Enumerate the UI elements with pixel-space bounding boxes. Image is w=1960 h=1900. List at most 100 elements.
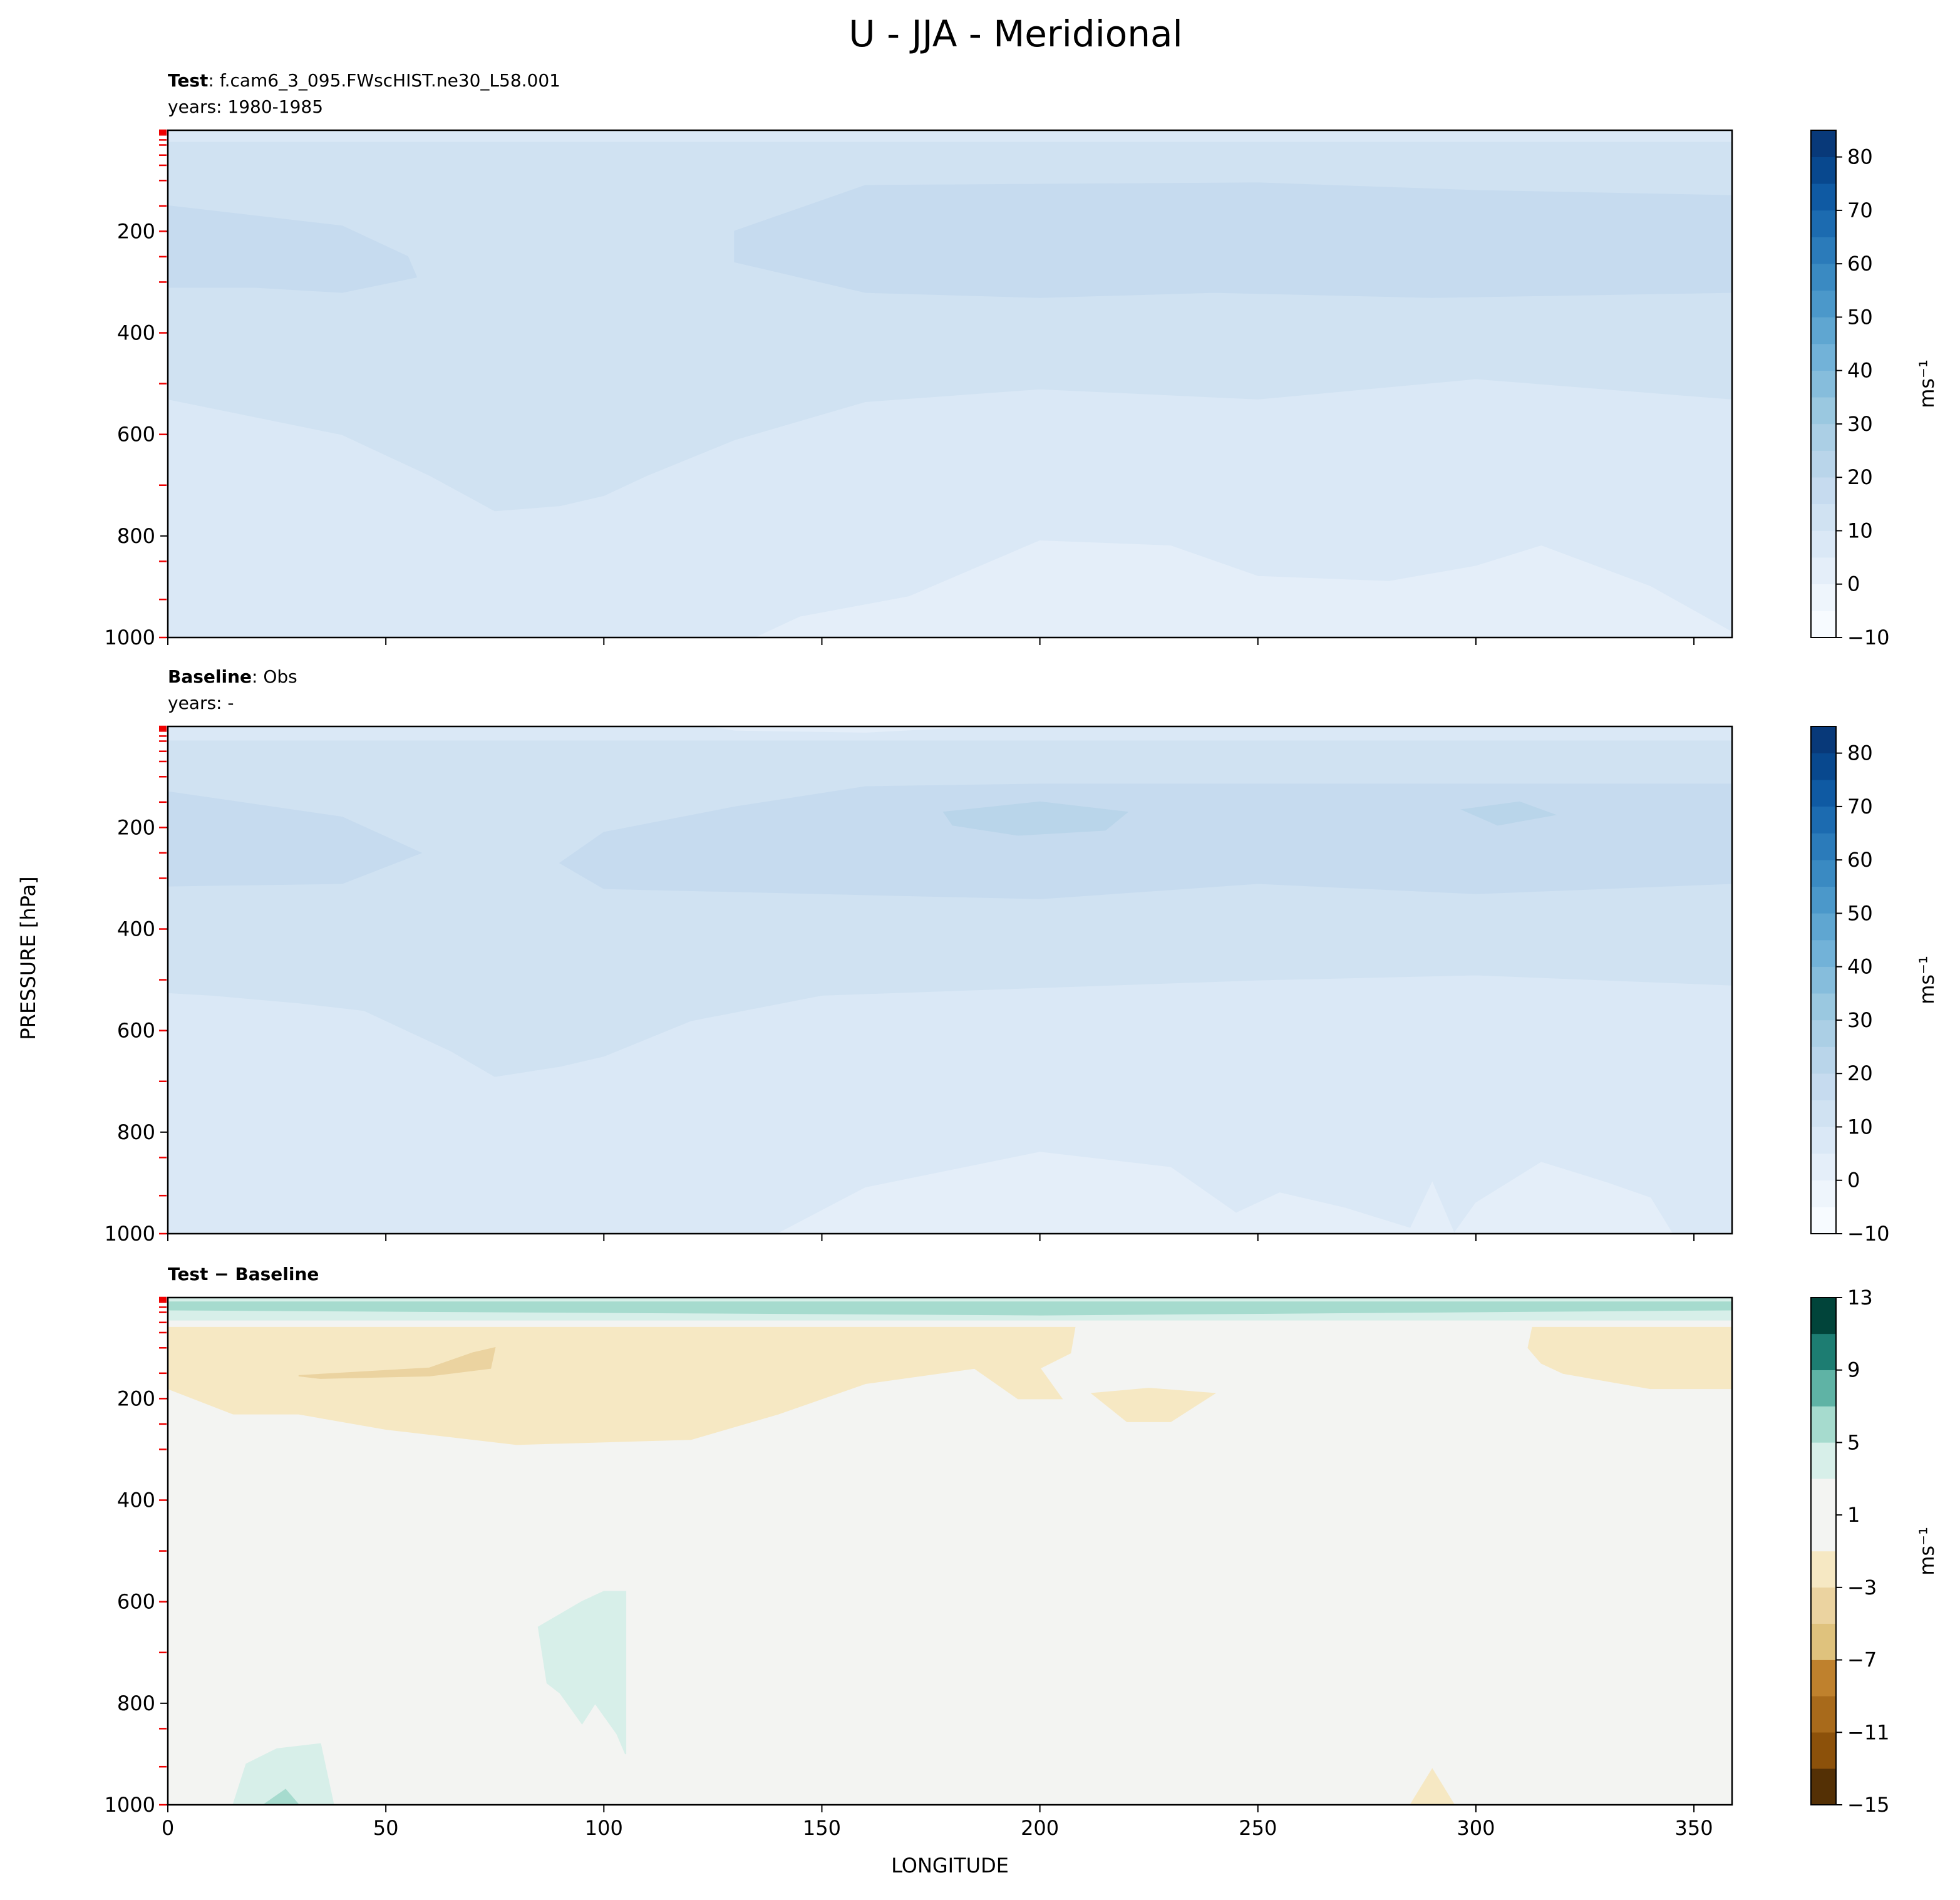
y-tick-label: 800: [117, 524, 155, 548]
colorbar-segment: [1810, 1020, 1837, 1047]
contour-region: [1410, 1768, 1455, 1805]
colorbar-tick-label: 50: [1847, 305, 1873, 329]
colorbar-segment: [1810, 1127, 1837, 1154]
colorbar-segment: [1810, 611, 1837, 638]
contour-region: [942, 801, 1129, 836]
colorbar-tick-label: 1: [1847, 1503, 1860, 1527]
y-tick-label: 800: [117, 1120, 155, 1144]
colorbar-label: ms⁻¹: [1915, 359, 1939, 408]
panel-subtitle: years: -: [168, 693, 234, 713]
y-tick-label: 200: [117, 1386, 155, 1410]
colorbar-tick-label: 0: [1847, 572, 1860, 596]
colorbar-segment: [1810, 370, 1837, 398]
y-tick-label: 400: [117, 917, 155, 941]
colorbar-segment: [1810, 423, 1837, 451]
colorbar-segment: [1810, 993, 1837, 1021]
colorbar-segment: [1810, 1479, 1837, 1515]
colorbar-segment: [1810, 1297, 1837, 1335]
colorbar-tick-label: 9: [1847, 1358, 1860, 1382]
y-tick-label: 600: [117, 1019, 155, 1043]
colorbar-tick-label: 80: [1847, 741, 1873, 765]
colorbar-segment: [1810, 584, 1837, 611]
colorbar-segment: [1810, 210, 1837, 237]
colorbar-tick-label: −7: [1847, 1648, 1877, 1672]
colorbar-tick-label: 20: [1847, 1061, 1873, 1085]
colorbar-segment: [1810, 1180, 1837, 1207]
colorbar-tick-label: −11: [1847, 1720, 1890, 1744]
colorbar-segment: [1810, 263, 1837, 291]
colorbar-tick-label: 13: [1847, 1286, 1873, 1309]
contour-region: [168, 205, 418, 293]
colorbar-label: ms⁻¹: [1915, 956, 1939, 1004]
colorbar-segment: [1810, 1046, 1837, 1074]
colorbar-segment: [1810, 859, 1837, 887]
colorbar-segment: [1810, 157, 1837, 184]
contour-region: [778, 1152, 1673, 1234]
colorbar-segment: [1810, 1207, 1837, 1234]
colorbar-tick-label: 60: [1847, 848, 1873, 872]
plot-frame: [167, 1296, 1733, 1806]
panel-title: Test: f.cam6_3_095.FWscHIST.ne30_L58.001: [168, 70, 560, 91]
contour-field: [168, 726, 1732, 1234]
x-tick-label: 150: [803, 1816, 841, 1840]
panel-title: Test − Baseline: [168, 1264, 319, 1284]
contour-region: [1090, 1388, 1217, 1422]
colorbar-tick-label: 10: [1847, 1115, 1873, 1138]
y-tick-label: 600: [117, 1590, 155, 1614]
colorbar-segment: [1810, 780, 1837, 807]
panel-subtitle: years: 1980-1985: [168, 96, 323, 117]
colorbar-segment: [1810, 1514, 1837, 1552]
colorbar-segment: [1810, 237, 1837, 264]
x-tick-label: 200: [1021, 1816, 1059, 1840]
y-axis-label: PRESSURE [hPa]: [16, 876, 40, 1040]
colorbar-tick-label: 40: [1847, 955, 1873, 979]
plot-frame: [167, 725, 1733, 1235]
colorbar-tick-label: −15: [1847, 1793, 1890, 1817]
colorbar-segment: [1810, 1660, 1837, 1696]
colorbar-segment: [1810, 397, 1837, 425]
colorbar-tick-label: 50: [1847, 901, 1873, 925]
colorbar-tick-label: 60: [1847, 252, 1873, 276]
x-tick-label: 300: [1457, 1816, 1495, 1840]
contour-region: [168, 1301, 1732, 1316]
colorbar-label: ms⁻¹: [1915, 1527, 1939, 1576]
colorbar-segment: [1810, 833, 1837, 860]
colorbar-tick-label: 5: [1847, 1430, 1860, 1454]
y-tick-label: 400: [117, 1489, 155, 1512]
y-tick-label: 600: [117, 423, 155, 447]
panel-title-rest: : Obs: [252, 666, 297, 687]
contour-region: [298, 1346, 496, 1379]
colorbar-segment: [1810, 503, 1837, 531]
colorbar-tick-label: 70: [1847, 795, 1873, 818]
contour-region: [168, 791, 423, 887]
colorbar-tick-label: 40: [1847, 359, 1873, 383]
colorbar-tick-label: 80: [1847, 145, 1873, 169]
colorbar-segment: [1810, 1587, 1837, 1624]
colorbar-segment: [1810, 290, 1837, 318]
contour-region: [1527, 1326, 1732, 1390]
colorbar-segment: [1810, 477, 1837, 505]
contour-region: [559, 783, 1732, 899]
colorbar-segment: [1810, 130, 1837, 157]
contour-region: [756, 540, 1732, 638]
colorbar-segment: [1810, 1100, 1837, 1127]
colorbar-frame: [1810, 726, 1837, 1234]
contour-region: [262, 1789, 300, 1805]
y-tick-label: 1000: [105, 626, 155, 649]
colorbar-tick-label: 30: [1847, 1008, 1873, 1032]
colorbar-segment: [1810, 450, 1837, 478]
colorbar-segment: [1810, 1623, 1837, 1660]
x-tick-label: 100: [585, 1816, 623, 1840]
colorbar-tick-label: 30: [1847, 412, 1873, 436]
colorbar-segment: [1810, 1551, 1837, 1588]
figure-title: U - JJA - Meridional: [848, 13, 1182, 55]
colorbar-segment: [1810, 317, 1837, 344]
contour-region: [713, 726, 975, 733]
colorbar-segment: [1810, 753, 1837, 780]
colorbar-segment: [1810, 1406, 1837, 1443]
colorbar-segment: [1810, 1442, 1837, 1479]
colorbar-segment: [1810, 1333, 1837, 1370]
colorbar-segment: [1810, 1153, 1837, 1180]
